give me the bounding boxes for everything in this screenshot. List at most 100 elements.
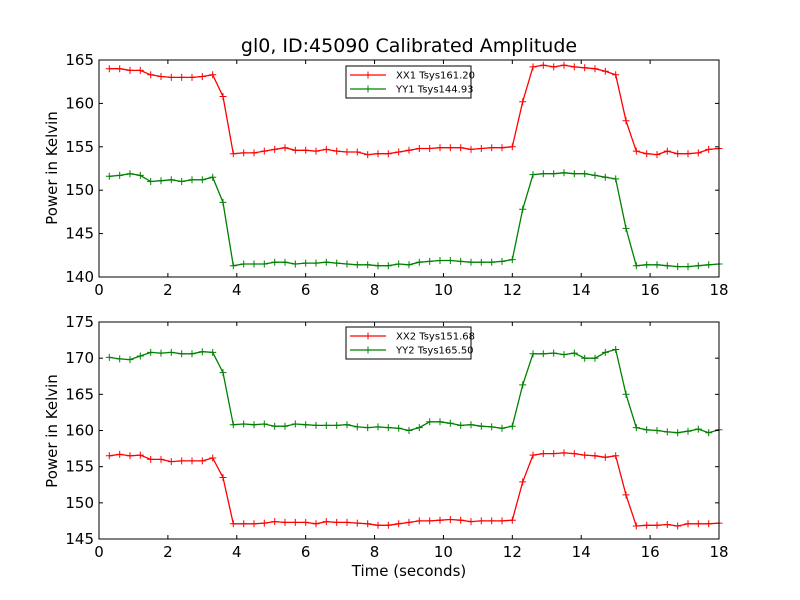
- top-series-2-point: [198, 176, 206, 184]
- bottom-series-1-point: [581, 451, 589, 459]
- bottom-series-1-point: [395, 520, 403, 528]
- top-series-2-point: [219, 198, 227, 206]
- top-series-1-point: [219, 93, 227, 100]
- top-series-2-point: [632, 262, 640, 270]
- bottom-series-1-point: [415, 517, 423, 525]
- top-series-1-point: [229, 150, 237, 158]
- bottom-series-1-point: [281, 518, 289, 526]
- bottom-series-2-point: [105, 353, 113, 361]
- top-series-1-point: [426, 145, 434, 152]
- top-series-2-point: [581, 170, 589, 178]
- top-series-1-point: [643, 150, 651, 158]
- bottom-series-2-point: [426, 418, 434, 426]
- bottom-series-2-point: [663, 428, 671, 436]
- top-series-2-point: [550, 170, 558, 178]
- top-series-1-point: [612, 71, 620, 79]
- top-series-1-point: [632, 147, 640, 155]
- bottom-x-tick-label: 8: [370, 543, 380, 561]
- top-series-1-point: [560, 61, 568, 69]
- top-y-tick-label: 145: [65, 225, 94, 243]
- bottom-series-1-point: [684, 520, 692, 528]
- bottom-series-2-point: [302, 421, 310, 429]
- top-series-1-point: [653, 151, 661, 159]
- top-series-2-point: [591, 171, 599, 179]
- bottom-series-1-point: [694, 520, 702, 528]
- bottom-series-2-point: [157, 349, 165, 357]
- bottom-series-1-point: [591, 452, 599, 460]
- top-series-1-point: [353, 148, 361, 156]
- top-series-2-point: [560, 169, 568, 177]
- bottom-series-1-point: [384, 521, 392, 529]
- bottom-series-1-point: [209, 454, 217, 462]
- top-series-2-point: [209, 173, 217, 181]
- bottom-y-tick-label: 175: [65, 313, 94, 331]
- top-series-1-point: [395, 148, 403, 156]
- top-series-1-point: [539, 61, 547, 69]
- bottom-legend-box: [345, 326, 472, 360]
- bottom-legend-label-2: YY2 Tsys165.50: [395, 346, 474, 357]
- bottom-series-2-point: [188, 350, 196, 358]
- bottom-series-1-point: [219, 474, 227, 481]
- bottom-series-1-point: [260, 519, 268, 527]
- bottom-series-1-point: [632, 522, 640, 530]
- top-legend-marker-1: [364, 71, 372, 79]
- top-series-2-point: [508, 256, 516, 264]
- bottom-x-tick-label: 18: [709, 543, 728, 561]
- bottom-series-1-point: [467, 518, 475, 526]
- bottom-series-2-point: [477, 422, 485, 430]
- bottom-series-1-point: [477, 517, 485, 525]
- bottom-series-1-point: [643, 521, 651, 529]
- top-series-1-point: [591, 65, 599, 73]
- bottom-series-1-point: [374, 521, 382, 529]
- top-series-1-point: [250, 149, 258, 157]
- bottom-series-2-point: [136, 352, 144, 360]
- bottom-series-2-point: [457, 421, 465, 429]
- top-series-1-point: [405, 146, 413, 154]
- top-series-1-point: [684, 150, 692, 158]
- bottom-series-1-point: [674, 522, 682, 530]
- top-series-2-point: [302, 259, 310, 267]
- bottom-series-2-point: [405, 427, 413, 434]
- x-axis-label: Time (seconds): [351, 562, 467, 580]
- bottom-y-tick-label: 155: [65, 458, 94, 476]
- top-series-1-point: [674, 150, 682, 158]
- top-series-1-point: [167, 73, 175, 81]
- bottom-y-tick-label: 165: [65, 385, 94, 403]
- bottom-series-2-point: [643, 426, 651, 434]
- bottom-legend: XX2 Tsys151.68 YY2 Tsys165.50: [345, 326, 475, 360]
- top-legend: XX1 Tsys161.20 YY1 Tsys144.93: [345, 65, 475, 99]
- top-x-tick-label: 18: [709, 281, 728, 299]
- bottom-series-2-point: [415, 424, 423, 432]
- bottom-series-2-point: [250, 421, 258, 429]
- bottom-series-1-point: [188, 457, 196, 465]
- top-series-2-point: [436, 257, 444, 264]
- top-x-tick-label: 0: [94, 281, 104, 299]
- top-y-tick-label: 140: [65, 268, 94, 286]
- bottom-series-1-point: [126, 452, 134, 460]
- bottom-x-tick-label: 2: [163, 543, 173, 561]
- bottom-series-2-point: [343, 421, 351, 429]
- top-series-1-point: [415, 145, 423, 152]
- bottom-series-1-point: [622, 491, 630, 499]
- bottom-series-1-point: [705, 520, 713, 528]
- top-series-1-point: [105, 65, 113, 73]
- bottom-x-tick-label: 12: [503, 543, 522, 561]
- top-series-1-point: [333, 147, 341, 155]
- top-series-1-point: [498, 144, 506, 152]
- bottom-series-2-point: [674, 429, 682, 437]
- top-x-tick-label: 14: [572, 281, 591, 299]
- top-series-1-point: [457, 144, 465, 152]
- top-series-2-point: [240, 260, 248, 268]
- top-series-1-point: [601, 67, 609, 75]
- top-series-2-point: [684, 263, 692, 271]
- top-series-2-point: [364, 261, 372, 269]
- bottom-series-1-point: [446, 516, 454, 523]
- top-series-2-point: [167, 176, 175, 184]
- bottom-x-tick-label: 16: [641, 543, 660, 561]
- top-series-1-point: [663, 147, 671, 155]
- top-series-2-point: [643, 261, 651, 269]
- top-series-1-point: [198, 73, 206, 80]
- bottom-series-2-point: [612, 346, 620, 353]
- bottom-series-2-point: [705, 429, 713, 437]
- top-series-1-point: [188, 73, 196, 81]
